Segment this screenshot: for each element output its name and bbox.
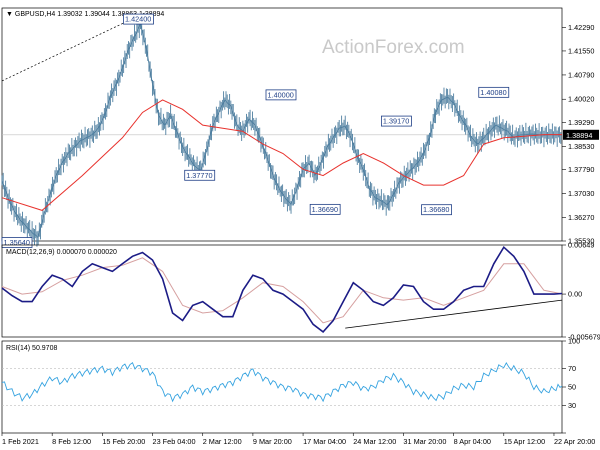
rsi-header: RSI(14) 50.9708	[6, 345, 57, 352]
price-annotation-label: 1.35640	[4, 238, 30, 247]
y-tick-label: 1.40790	[568, 70, 594, 79]
x-tick-label: 23 Feb 04:00	[153, 437, 196, 446]
price-annotation-box	[478, 86, 510, 98]
y-tick-label: 1.41550	[568, 46, 594, 55]
price-annotation-box	[184, 169, 216, 181]
rsi-tick-label: 70	[568, 364, 576, 373]
macd-tick-label: 0.00649	[568, 241, 594, 250]
y-tick-label: 1.40020	[568, 95, 594, 104]
macd-trendline	[345, 299, 563, 329]
x-tick-label: 2 Mar 12:00	[203, 437, 242, 446]
x-tick-label: 8 Apr 04:00	[454, 437, 491, 446]
y-tick-label: 1.38530	[568, 142, 594, 151]
price-annotation-box	[421, 204, 452, 216]
x-tick-label: 24 Mar 12:00	[353, 437, 396, 446]
y-tick-label: 1.37790	[568, 165, 594, 174]
price-annotation-label: 1.40000	[267, 90, 293, 99]
price-annotation-label: 1.37770	[186, 171, 212, 180]
x-tick-label: 31 Mar 20:00	[403, 437, 446, 446]
price-panel: ActionForex.com ▼ GBPUSD,H4 1.39032 1.390…	[1, 7, 599, 248]
y-tick-label: 1.42290	[568, 23, 594, 32]
x-axis: 1 Feb 2021 8 Feb 12:00 15 Feb 20:00 23 Feb …	[1, 433, 595, 446]
macd-tick-label: 0.00	[568, 290, 582, 299]
macd-header: MACD(12,26,9) 0.000070 0.000020	[6, 249, 117, 256]
x-tick-label: 9 Mar 20:00	[253, 437, 292, 446]
watermark-text: ActionForex.com	[322, 37, 465, 58]
y-tick-label: 1.36270	[568, 213, 594, 222]
price-panel-frame	[1, 7, 563, 242]
current-price-label: 1.38894	[566, 131, 592, 140]
macd-signal-line	[1, 257, 563, 324]
price-header: ▼ GBPUSD,H4 1.39032 1.39044 1.38863 1.38…	[6, 11, 164, 18]
price-annotation-box	[265, 89, 297, 101]
price-annotation-label: 1.36680	[423, 205, 449, 214]
price-annotation-label: 1.42400	[125, 15, 151, 24]
price-annotation-label: 1.40080	[480, 88, 506, 97]
y-tick-label: 1.39290	[568, 118, 594, 127]
moving-average-line	[1, 99, 562, 211]
macd-panel: MACD(12,26,9) 0.000070 0.000020 0.00649 0.…	[1, 241, 600, 342]
macd-line	[1, 245, 563, 333]
y-tick-label: 1.35530	[568, 237, 594, 246]
x-tick-label: 22 Apr 20:00	[554, 437, 595, 446]
rsi-panel: RSI(14) 50.9708 100 70 50 30	[1, 337, 580, 434]
x-tick-label: 15 Apr 12:00	[504, 437, 545, 446]
x-tick-label: 8 Feb 12:00	[52, 437, 91, 446]
x-tick-label: 1 Feb 2021	[2, 437, 39, 446]
price-annotation-box	[1, 237, 33, 248]
macd-panel-frame	[1, 244, 563, 338]
x-tick-label: 15 Feb 20:00	[102, 437, 145, 446]
rsi-tick-label: 30	[568, 401, 576, 410]
price-line	[1, 22, 562, 239]
rsi-tick-label: 50	[568, 383, 576, 392]
x-tick-label: 17 Mar 04:00	[303, 437, 346, 446]
price-annotation-box	[123, 13, 154, 25]
rsi-tick-label: 100	[568, 337, 580, 346]
macd-tick-label: -0.005679	[568, 333, 600, 342]
y-tick-label: 1.37030	[568, 189, 594, 198]
current-price-box	[563, 129, 599, 140]
price-annotation-label: 1.39170	[383, 117, 409, 126]
rsi-line	[1, 361, 563, 403]
price-annotation-box	[381, 115, 412, 127]
price-annotation-label: 1.36690	[312, 205, 338, 214]
price-annotation-box	[309, 203, 341, 215]
